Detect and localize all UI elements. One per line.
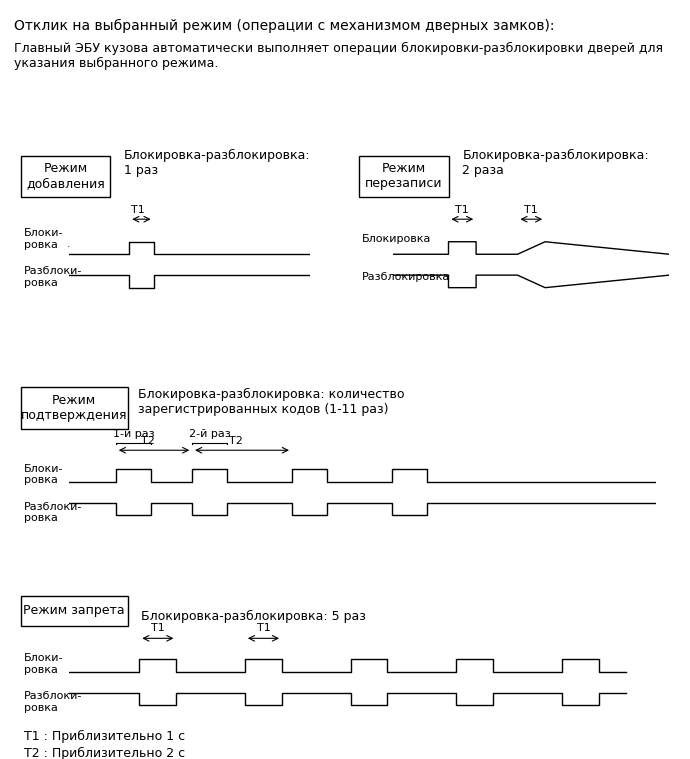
Text: Блокировка-разблокировка: 5 раз: Блокировка-разблокировка: 5 раз — [141, 609, 366, 623]
Text: Блокировка-разблокировка:
1 раз: Блокировка-разблокировка: 1 раз — [124, 150, 310, 177]
FancyBboxPatch shape — [21, 156, 110, 197]
Text: Блоки-
ровка: Блоки- ровка — [24, 464, 63, 485]
Text: Т2 : Приблизительно 2 с: Т2 : Приблизительно 2 с — [24, 747, 186, 759]
Text: 1-й раз: 1-й раз — [112, 430, 155, 439]
Text: Блоки-
ровка: Блоки- ровка — [24, 653, 63, 675]
Text: Режим запрета: Режим запрета — [23, 604, 125, 618]
Text: Разблокировка: Разблокировка — [362, 272, 451, 282]
Text: Т1 : Приблизительно 1 с: Т1 : Приблизительно 1 с — [24, 730, 186, 743]
Text: Т1: Т1 — [524, 205, 538, 215]
Text: Разблоки-
ровка: Разблоки- ровка — [24, 502, 83, 523]
Text: Блокировка-разблокировка: количество
зарегистрированных кодов (1-11 раз): Блокировка-разблокировка: количество зар… — [138, 389, 404, 416]
Text: Блоки-
ровка: Блоки- ровка — [24, 228, 63, 250]
Text: Т1: Т1 — [151, 623, 165, 633]
FancyBboxPatch shape — [21, 387, 128, 429]
FancyBboxPatch shape — [21, 596, 128, 626]
Text: Блокировка-разблокировка:
2 раза: Блокировка-разблокировка: 2 раза — [462, 150, 649, 177]
Text: Режим
добавления: Режим добавления — [26, 162, 105, 191]
Text: Режим
перезаписи: Режим перезаписи — [365, 162, 442, 191]
Text: Главный ЭБУ кузова автоматически выполняет операции блокировки-разблокировки две: Главный ЭБУ кузова автоматически выполня… — [14, 42, 663, 70]
Text: Разблоки-
ровка: Разблоки- ровка — [24, 691, 83, 713]
Text: Т2: Т2 — [141, 436, 155, 446]
Text: Режим
подтверждения: Режим подтверждения — [21, 394, 128, 422]
Text: Т1: Т1 — [131, 205, 145, 215]
Text: Разблоки-
ровка: Разблоки- ровка — [24, 266, 83, 288]
Text: Отклик на выбранный режим (операции с механизмом дверных замков):: Отклик на выбранный режим (операции с ме… — [14, 19, 554, 33]
Text: Блокировка: Блокировка — [362, 234, 432, 244]
Text: Т2: Т2 — [229, 436, 243, 446]
Text: Т1: Т1 — [257, 623, 270, 633]
Text: 2-й раз: 2-й раз — [189, 430, 230, 439]
FancyBboxPatch shape — [359, 156, 448, 197]
Text: Т1: Т1 — [455, 205, 469, 215]
